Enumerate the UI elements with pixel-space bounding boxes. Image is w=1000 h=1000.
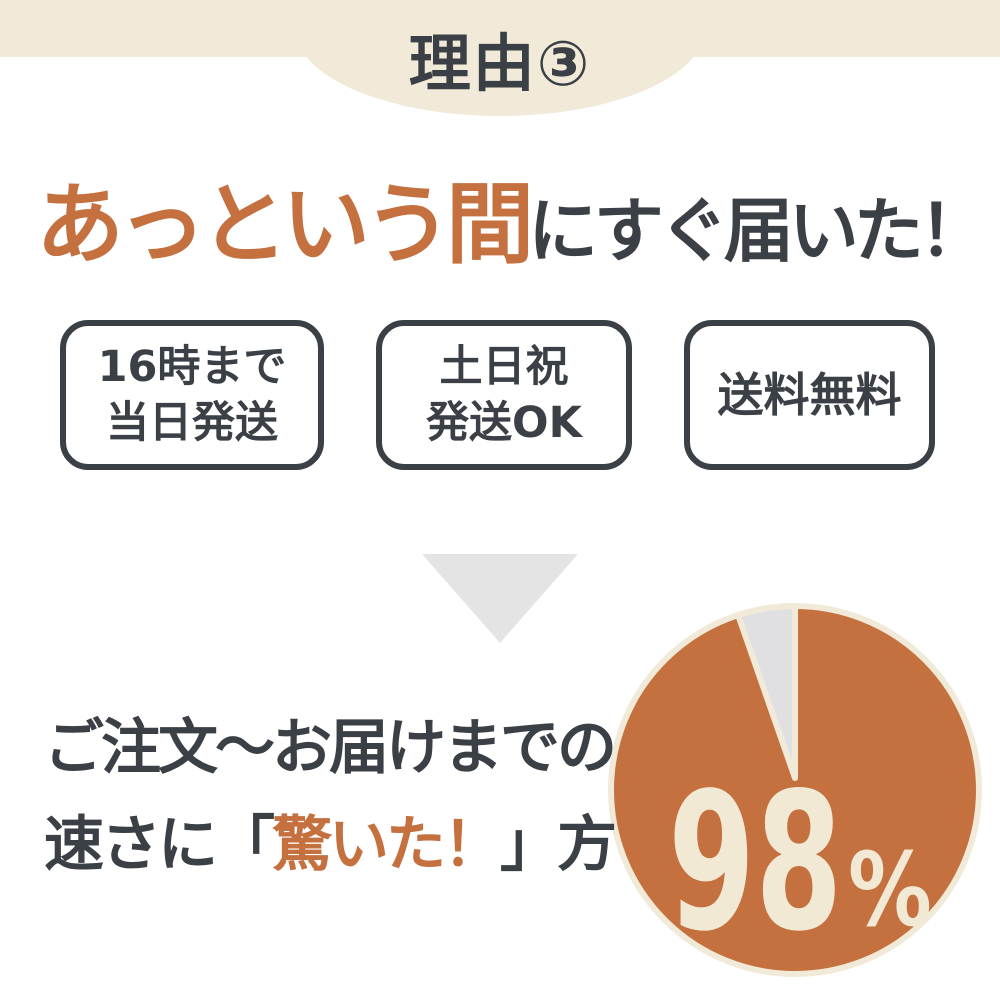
down-triangle-icon xyxy=(422,554,578,643)
caption-line-1: ご注文〜お届けまでの xyxy=(44,713,617,783)
survey-caption: ご注文〜お届けまでの 速さに「驚いた！」方 xyxy=(44,700,617,894)
badge-same-day-shipping: 16時まで 当日発送 xyxy=(60,320,324,470)
badge-weekend-shipping: 土日祝 発送OK xyxy=(376,320,632,470)
caption-line-2: 速さに「驚いた！」方 xyxy=(44,797,617,894)
caption-line-2-prefix: 速さに「 xyxy=(44,810,275,880)
reason-title: 理由③ xyxy=(408,27,592,100)
badge-free-shipping: 送料無料 xyxy=(684,320,935,470)
feature-badges: 16時まで 当日発送 土日祝 発送OK 送料無料 xyxy=(60,320,935,470)
caption-highlight: 驚いた！ xyxy=(272,810,503,880)
headline-rest: にすぐ届いた！ xyxy=(528,190,989,272)
badge-line: 土日祝 xyxy=(439,342,569,392)
headline-highlight: あっという間 xyxy=(36,173,534,276)
pie-slice-rest xyxy=(735,602,798,781)
pie-percentage-value: 98 xyxy=(668,752,843,973)
caption-line-2-suffix: 」方 xyxy=(500,810,617,880)
headline: あっという間にすぐ届いた！ xyxy=(36,170,989,280)
percent-sign: % xyxy=(848,831,932,950)
badge-line: 送料無料 xyxy=(717,368,902,422)
badge-line: 発送OK xyxy=(426,398,582,448)
pie-chart xyxy=(605,600,985,980)
badge-line: 16時まで xyxy=(97,342,287,392)
badge-line: 当日発送 xyxy=(106,398,278,448)
